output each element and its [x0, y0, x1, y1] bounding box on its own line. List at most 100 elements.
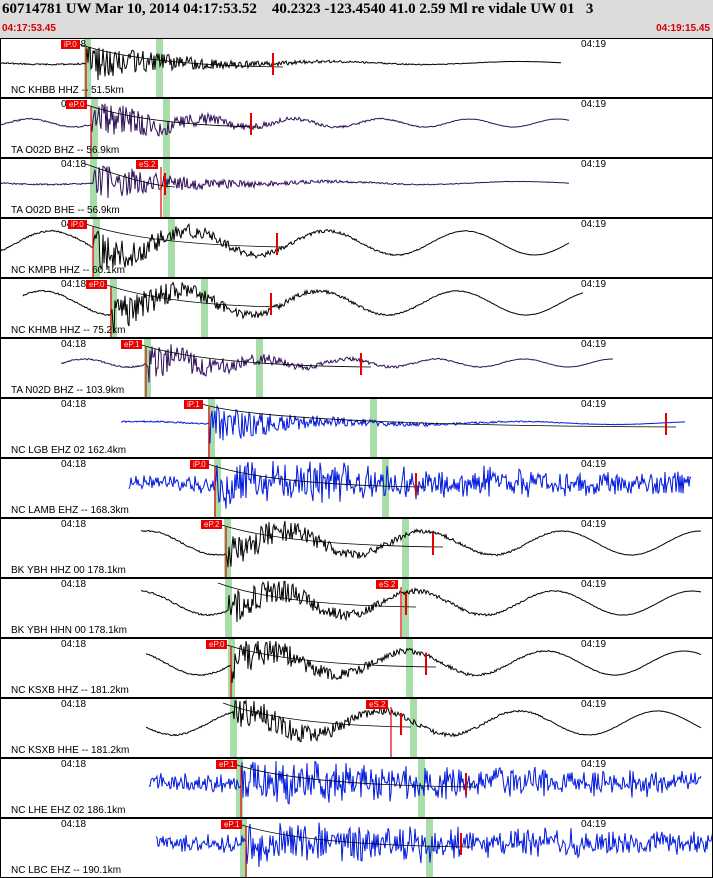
pick-window-band [163, 99, 170, 157]
waveform-plot [148, 759, 702, 817]
time-tick-label: 04:19 [581, 339, 607, 350]
trace-panel[interactable]: 04:18 04:19 eS.2 NC KSXB HHE -- 181.2km [0, 698, 713, 758]
phase-pick-label[interactable]: iP.0 [61, 40, 80, 49]
waveform-plot [128, 459, 692, 517]
phase-pick-label[interactable]: eP.0 [206, 640, 228, 649]
trace-panel[interactable]: 04:18 04:19 eP.1 NC LBC EHZ -- 190.1km [0, 818, 713, 878]
coda-curve [215, 522, 444, 548]
coda-curve [230, 762, 477, 788]
phase-pick-label[interactable]: eP.1 [216, 760, 238, 769]
time-tick-label: 04:18 [61, 279, 87, 290]
phase-pick-label[interactable]: eP.2 [201, 520, 223, 529]
time-tick-label: 04:19 [581, 399, 607, 410]
station-label: NC KSXB HHZ -- 181.2km [11, 685, 129, 696]
phase-pick-label[interactable]: eS.2 [376, 580, 399, 589]
time-tick-label: 04:18 [61, 699, 87, 710]
trace-panel[interactable]: 04:18 04:19 eS.2 TA O02D BHE -- 56.9km [0, 158, 713, 218]
waveform-plot [1, 39, 561, 97]
phase-pick-label[interactable]: eS.2 [136, 160, 159, 169]
trace-panel[interactable]: 04:18 04:19 eP.0 NC KSXB HHZ -- 181.2km [0, 638, 713, 698]
time-tick-label: 04:18 [61, 639, 87, 650]
phase-pick-label[interactable]: iP.1 [184, 400, 203, 409]
time-tick-label: 04:18 [61, 759, 87, 770]
trace-panel[interactable]: 04:18 04:19 eS.2 BK YBH HHN 00 178.1km [0, 578, 713, 638]
trace-panel[interactable]: 04:18 04:19 iP.0 NC LAMB EHZ -- 168.3km [0, 458, 713, 518]
trace-panel[interactable]: 04:18 04:19 eP.1 NC LHE EHZ 02 186.1km [0, 758, 713, 818]
station-label: NC KMPB HHZ -- 60.1km [11, 265, 125, 276]
station-label: NC LHE EHZ 02 186.1km [11, 805, 126, 816]
pick-window-band [402, 519, 409, 577]
phase-pick-label[interactable]: iP.0 [68, 220, 87, 229]
waveform-trace [141, 580, 702, 623]
waveform-trace [60, 344, 614, 383]
pick-window-band [110, 279, 117, 337]
coda-curve [82, 162, 176, 188]
coda-curve [75, 42, 284, 68]
waveform-trace [1, 46, 561, 81]
pick-window-band [156, 39, 163, 97]
time-tick-label: 04:19 [581, 39, 607, 50]
trace-panel[interactable]: 04:18 04:19 iP.1 NC LGB EHZ 02 162.4km [0, 398, 713, 458]
waveform-trace [1, 223, 570, 270]
waveform-trace [155, 822, 712, 868]
phase-pick-label[interactable]: eP.0 [86, 280, 108, 289]
time-tick-label: 04:18 [61, 519, 87, 530]
waveform-plot [145, 639, 702, 697]
station-label: NC LGB EHZ 02 162.4km [11, 445, 127, 456]
time-tick-label: 04:19 [581, 579, 607, 590]
pick-window-band [208, 399, 215, 457]
station-label: TA O02D BHE -- 56.9km [11, 205, 120, 216]
phase-pick-label[interactable]: eP.0 [66, 100, 88, 109]
phase-pick-label[interactable]: iP.0 [190, 460, 209, 469]
time-tick-label: 04:18 [61, 579, 87, 590]
coda-curve [217, 582, 417, 608]
window-header: 60714781 UW Mar 10, 2014 04:17:53.52 40.… [0, 0, 713, 39]
coda-curve [204, 462, 427, 488]
seismogram-panels: 04:18 04:19 iP.0 NC KHBB HHZ -- 51.5km 04:18… [0, 38, 713, 878]
phase-pick-label[interactable]: eS.2 [366, 700, 389, 709]
time-tick-label: 04:19 [581, 819, 607, 830]
coda-curve [80, 102, 262, 128]
coda-curve [135, 342, 372, 368]
time-tick-label: 04:19 [581, 519, 607, 530]
waveform-trace [128, 460, 692, 509]
time-tick-label: 04:19 [581, 459, 607, 470]
trace-panel[interactable]: 04:18 04:19 eP.0 NC KHMB HHZ -- 75.2km [0, 278, 713, 338]
waveform-plot [140, 519, 701, 577]
pick-window-band [224, 519, 231, 577]
waveform-plot [22, 279, 584, 337]
pick-window-band [90, 159, 97, 217]
trace-panel[interactable]: 04:18 04:19 eP.1 TA N02D BHZ -- 103.9km [0, 338, 713, 398]
pick-window-band [84, 39, 91, 97]
coda-curve [235, 822, 472, 848]
pick-window-band [406, 639, 413, 697]
waveform-trace [145, 699, 702, 743]
trace-panel[interactable]: 04:18 04:19 eP.2 BK YBH HHZ 00 178.1km [0, 518, 713, 578]
time-tick-label: 04:19 [581, 759, 607, 770]
coda-curve [198, 402, 677, 428]
coda-curve [222, 702, 412, 728]
waveform-plot [1, 159, 570, 217]
station-label: NC KSXB HHE -- 181.2km [11, 745, 130, 756]
waveform-trace [145, 640, 702, 684]
time-tick-label: 04:19 [581, 279, 607, 290]
time-tick-label: 04:18 [61, 459, 87, 470]
waveform-trace [140, 520, 701, 568]
waveform-plot [60, 339, 614, 397]
station-label: BK YBH HHZ 00 178.1km [11, 565, 126, 576]
station-label: NC KHBB HHZ -- 51.5km [11, 85, 124, 96]
start-time: 04:17:53.45 [2, 23, 56, 34]
pick-window-band [256, 339, 263, 397]
phase-pick-label[interactable]: eP.1 [221, 820, 243, 829]
phase-pick-label[interactable]: eP.1 [121, 340, 143, 349]
event-title: 60714781 UW Mar 10, 2014 04:17:53.52 40.… [2, 1, 594, 17]
end-time: 04:19:15.45 [656, 23, 710, 34]
waveform-plot [1, 99, 570, 157]
waveform-trace [1, 165, 570, 199]
time-tick-label: 04:19 [581, 159, 607, 170]
station-label: BK YBH HHN 00 178.1km [11, 625, 127, 636]
time-tick-label: 04:18 [61, 819, 87, 830]
